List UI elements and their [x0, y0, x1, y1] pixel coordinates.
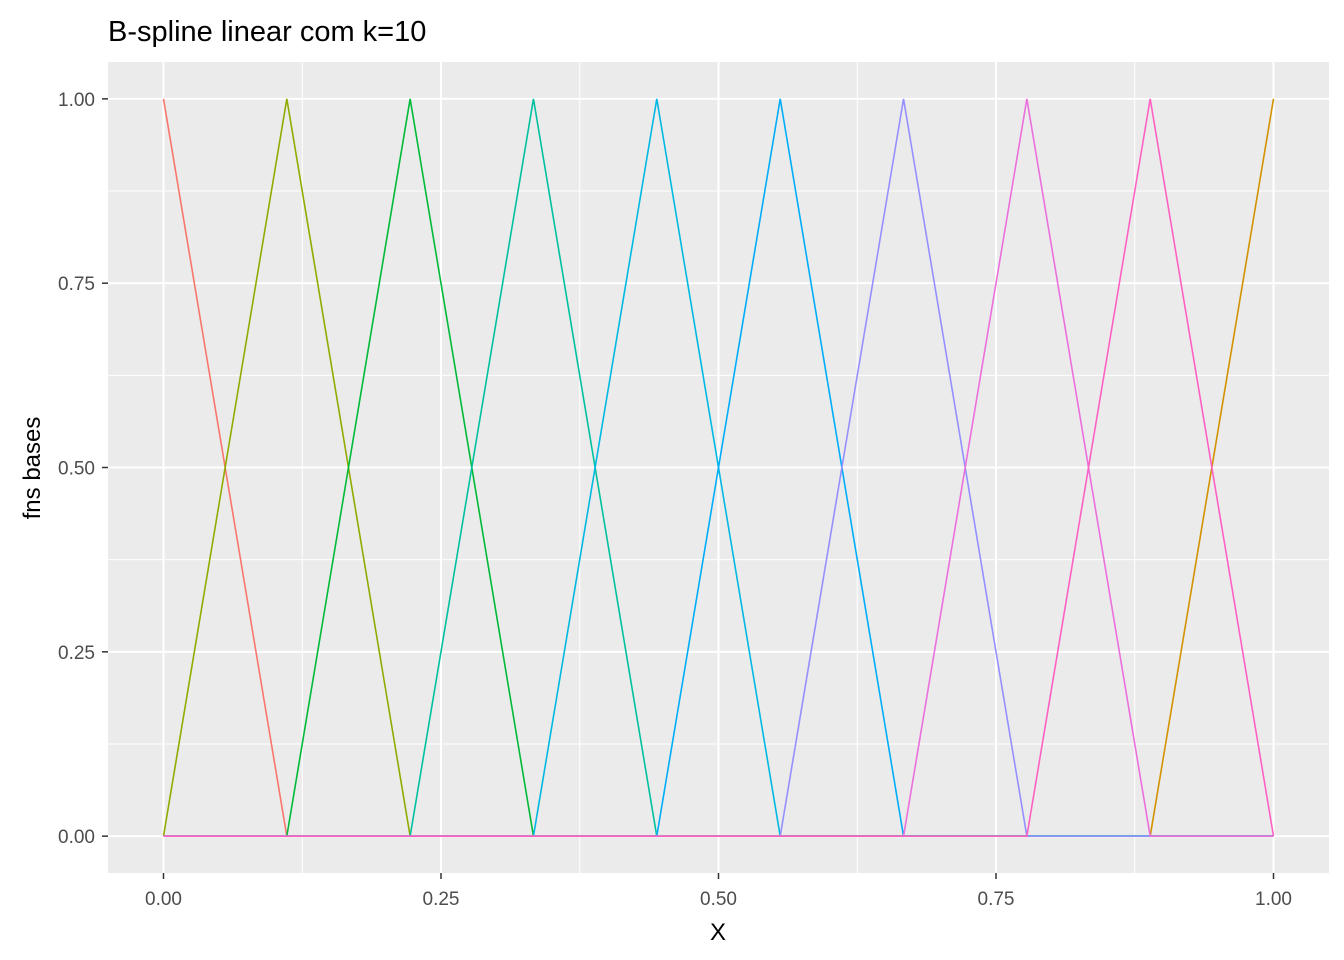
x-tick-label: 0.50 [700, 889, 737, 910]
y-tick-label: 0.50 [58, 459, 95, 480]
x-tick-label: 0.00 [145, 889, 182, 910]
y-axis-title: fns bases [19, 417, 46, 520]
x-tick-label: 1.00 [1255, 889, 1292, 910]
series-layer [162, 98, 1275, 837]
y-tick-label: 0.00 [58, 827, 95, 848]
y-tick-label: 0.75 [58, 274, 95, 295]
x-axis-ticks: 0.00 0.25 0.50 0.75 1.00 [145, 873, 1292, 910]
y-axis-ticks: 0.00 0.25 0.50 0.75 1.00 [58, 90, 108, 848]
y-tick-label: 0.25 [58, 643, 95, 664]
x-tick-label: 0.75 [978, 889, 1015, 910]
chart-title: B-spline linear com k=10 [108, 16, 426, 48]
x-tick-label: 0.25 [423, 889, 460, 910]
basis-function-line-10 [163, 98, 1275, 837]
y-tick-label: 1.00 [58, 90, 95, 111]
x-axis-title: X [710, 919, 726, 946]
